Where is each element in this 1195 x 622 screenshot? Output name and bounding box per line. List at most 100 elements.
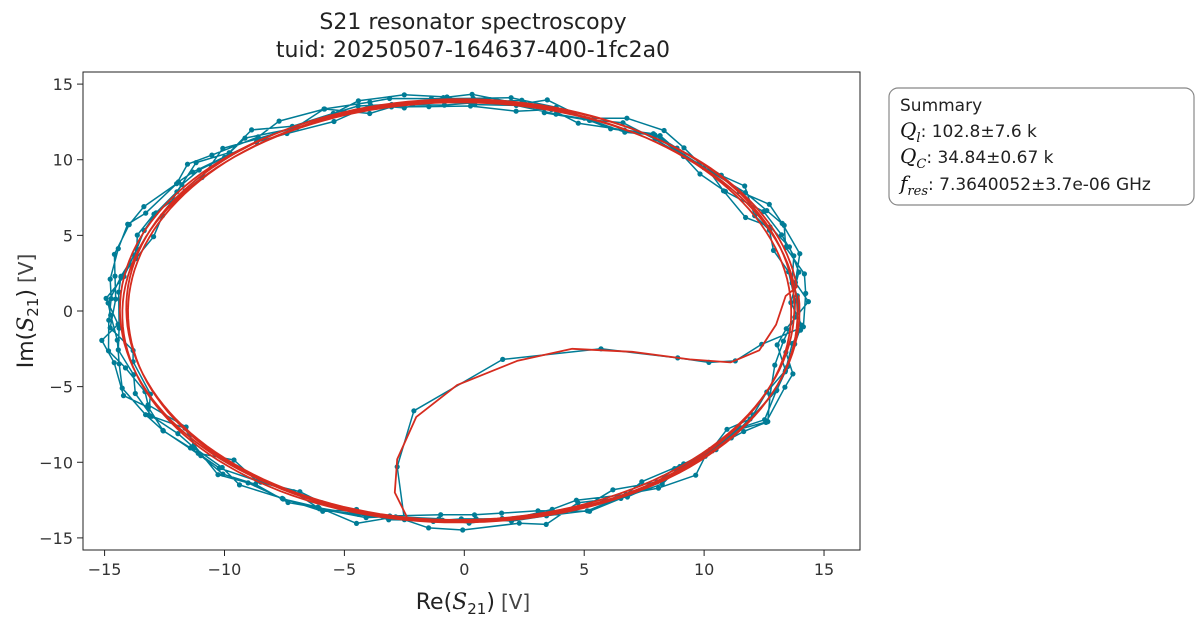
data-point bbox=[115, 321, 121, 327]
y-tick-label: 0 bbox=[63, 302, 73, 321]
x-tick-label: 10 bbox=[694, 560, 714, 579]
data-point bbox=[276, 118, 282, 124]
summary-legend-box bbox=[888, 87, 1195, 206]
data-point bbox=[107, 276, 113, 282]
fres-value: : 7.3640052±3.7e-06 GHz bbox=[928, 175, 1151, 195]
y-axis-label-prefix: Im( bbox=[14, 332, 39, 369]
ql-value: : 102.8±7.6 k bbox=[921, 122, 1037, 142]
data-point bbox=[799, 322, 805, 328]
data-point bbox=[115, 246, 121, 252]
data-point bbox=[179, 182, 185, 188]
data-point bbox=[193, 160, 199, 166]
data-point bbox=[151, 234, 157, 240]
data-point bbox=[471, 512, 478, 518]
data-point bbox=[624, 115, 630, 121]
chart-subtitle: tuid: 20250507-164637-400-1fc2a0 bbox=[276, 38, 670, 63]
summary-entry-fres: fres: 7.3640052±3.7e-06 GHz bbox=[898, 171, 1151, 199]
data-point bbox=[620, 120, 626, 126]
data-point bbox=[655, 485, 662, 491]
data-point bbox=[322, 106, 328, 112]
y-tick-label: −10 bbox=[39, 453, 73, 472]
data-point bbox=[639, 479, 645, 485]
data-point bbox=[763, 419, 769, 425]
data-point bbox=[216, 465, 222, 471]
data-point bbox=[681, 145, 687, 151]
data-point bbox=[255, 134, 261, 140]
x-axis-label-prefix: Re( bbox=[416, 590, 452, 615]
y-axis-label-sub: 21 bbox=[24, 298, 42, 317]
data-point bbox=[196, 167, 202, 173]
data-point bbox=[143, 210, 149, 216]
data-point bbox=[353, 520, 360, 527]
x-axis-label-suffix: ) bbox=[486, 590, 495, 615]
data-point bbox=[252, 481, 258, 487]
data-point bbox=[242, 135, 248, 141]
data-point bbox=[797, 251, 803, 257]
data-point bbox=[114, 337, 120, 343]
data-point bbox=[741, 428, 747, 435]
data-point bbox=[500, 356, 506, 362]
data-point bbox=[779, 232, 785, 238]
data-point bbox=[791, 253, 797, 259]
series-layer bbox=[99, 91, 812, 533]
data-point bbox=[106, 317, 112, 323]
data-point bbox=[803, 290, 809, 296]
data-point bbox=[112, 273, 118, 279]
data-point bbox=[657, 133, 663, 139]
data-point bbox=[280, 496, 286, 502]
data-point bbox=[575, 120, 581, 126]
data-point bbox=[693, 472, 699, 478]
data-point bbox=[772, 362, 778, 368]
y-axis-label-unit: [V] bbox=[14, 254, 38, 283]
data-point bbox=[111, 360, 117, 366]
x-axis-label-unit: [V] bbox=[501, 590, 530, 614]
data-point bbox=[766, 201, 772, 207]
data-point bbox=[544, 97, 550, 103]
data-point bbox=[779, 220, 785, 226]
y-axis-label-symbol: S bbox=[14, 317, 39, 332]
y-tick-label: 15 bbox=[53, 75, 73, 94]
data-point bbox=[541, 110, 547, 116]
data-point bbox=[141, 204, 147, 210]
data-point bbox=[145, 402, 151, 408]
data-point bbox=[553, 111, 559, 117]
data-point bbox=[650, 131, 657, 137]
data-point bbox=[187, 445, 193, 451]
data-point bbox=[108, 312, 114, 318]
data-point bbox=[209, 152, 215, 158]
data-point bbox=[122, 365, 129, 371]
data-point bbox=[797, 327, 804, 333]
data-point bbox=[132, 390, 138, 397]
data-point bbox=[126, 222, 132, 228]
data-point bbox=[575, 500, 581, 506]
data-point bbox=[608, 126, 614, 132]
data-point bbox=[175, 431, 181, 437]
data-point bbox=[105, 348, 112, 354]
data-point bbox=[469, 91, 475, 97]
data-point bbox=[103, 295, 109, 301]
data-point bbox=[516, 520, 522, 526]
data-point bbox=[770, 247, 777, 253]
data-point bbox=[513, 108, 519, 114]
data-point bbox=[116, 361, 122, 367]
x-axis-label: Re(S21) [V] bbox=[416, 590, 530, 618]
data-point bbox=[441, 102, 447, 108]
y-tick-label: −15 bbox=[39, 529, 73, 548]
data-point bbox=[249, 127, 255, 133]
data-point bbox=[387, 95, 393, 102]
data-point bbox=[119, 385, 125, 391]
ql-sub: l bbox=[916, 131, 920, 146]
data-point bbox=[411, 408, 417, 414]
data-point bbox=[190, 169, 196, 175]
data-point bbox=[743, 214, 749, 221]
summary-entry-qc: QC: 34.84±0.67 k bbox=[900, 144, 1054, 172]
data-point bbox=[105, 300, 111, 306]
data-point bbox=[742, 183, 748, 189]
y-tick-label: 10 bbox=[53, 151, 73, 170]
data-point bbox=[220, 471, 226, 477]
series-line-0 bbox=[101, 93, 810, 531]
qc-sub: C bbox=[916, 157, 926, 172]
qc-symbol: Q bbox=[900, 144, 916, 168]
y-axis-label-suffix: ) bbox=[14, 289, 39, 298]
data-point bbox=[111, 251, 117, 257]
